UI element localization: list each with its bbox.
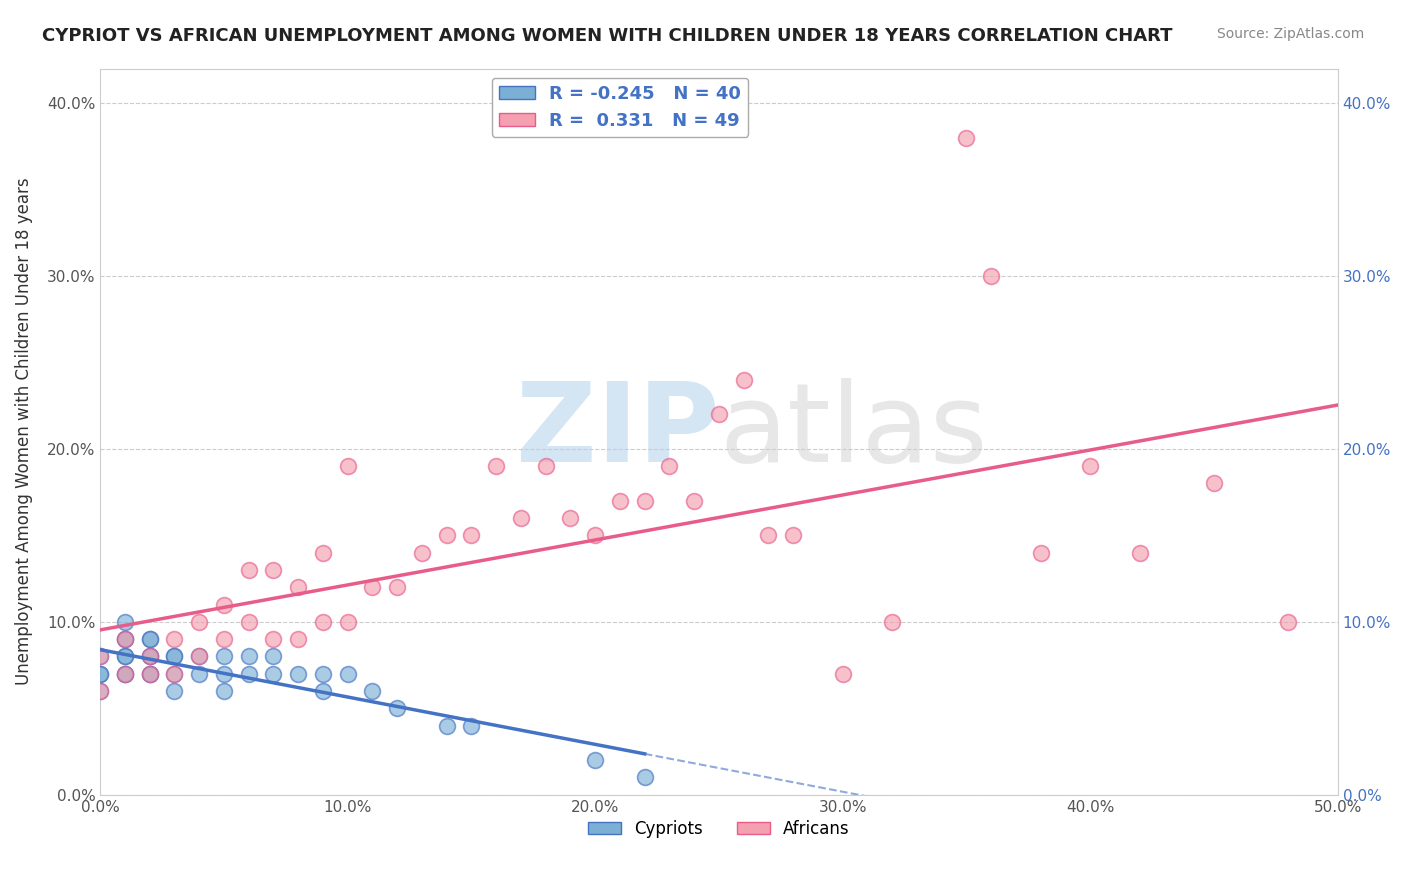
Point — [139, 632, 162, 646]
Point — [114, 666, 136, 681]
Point — [782, 528, 804, 542]
Point — [980, 268, 1002, 283]
Legend: Cypriots, Africans: Cypriots, Africans — [581, 814, 856, 845]
Point — [188, 649, 211, 664]
Point — [707, 407, 730, 421]
Point — [387, 580, 409, 594]
Point — [1129, 546, 1152, 560]
Point — [139, 649, 162, 664]
Point — [312, 615, 335, 629]
Point — [485, 459, 508, 474]
Point — [212, 684, 235, 698]
Point — [1078, 459, 1101, 474]
Point — [361, 580, 384, 594]
Point — [510, 511, 533, 525]
Point — [163, 632, 186, 646]
Point — [336, 666, 359, 681]
Point — [89, 666, 111, 681]
Point — [263, 632, 285, 646]
Point — [460, 528, 482, 542]
Point — [139, 649, 162, 664]
Point — [163, 649, 186, 664]
Point — [336, 615, 359, 629]
Point — [263, 649, 285, 664]
Point — [1029, 546, 1052, 560]
Point — [114, 649, 136, 664]
Point — [139, 666, 162, 681]
Point — [312, 666, 335, 681]
Point — [238, 563, 260, 577]
Y-axis label: Unemployment Among Women with Children Under 18 years: Unemployment Among Women with Children U… — [15, 178, 32, 685]
Point — [1202, 476, 1225, 491]
Point — [361, 684, 384, 698]
Point — [287, 666, 309, 681]
Point — [534, 459, 557, 474]
Point — [163, 666, 186, 681]
Point — [683, 493, 706, 508]
Text: Source: ZipAtlas.com: Source: ZipAtlas.com — [1216, 27, 1364, 41]
Point — [114, 632, 136, 646]
Point — [634, 771, 657, 785]
Text: atlas: atlas — [718, 378, 987, 485]
Point — [733, 373, 755, 387]
Point — [1277, 615, 1299, 629]
Point — [163, 666, 186, 681]
Point — [583, 528, 606, 542]
Point — [114, 615, 136, 629]
Point — [634, 493, 657, 508]
Point — [212, 598, 235, 612]
Point — [114, 632, 136, 646]
Point — [163, 684, 186, 698]
Point — [312, 546, 335, 560]
Point — [212, 649, 235, 664]
Point — [139, 649, 162, 664]
Point — [312, 684, 335, 698]
Point — [287, 580, 309, 594]
Point — [436, 718, 458, 732]
Point — [955, 130, 977, 145]
Point — [238, 615, 260, 629]
Point — [188, 649, 211, 664]
Point — [238, 666, 260, 681]
Point — [238, 649, 260, 664]
Point — [560, 511, 582, 525]
Point — [89, 684, 111, 698]
Point — [758, 528, 780, 542]
Point — [263, 563, 285, 577]
Point — [114, 666, 136, 681]
Point — [609, 493, 631, 508]
Point — [263, 666, 285, 681]
Point — [212, 666, 235, 681]
Point — [336, 459, 359, 474]
Point — [460, 718, 482, 732]
Point — [882, 615, 904, 629]
Point — [139, 666, 162, 681]
Point — [89, 649, 111, 664]
Point — [658, 459, 681, 474]
Text: ZIP: ZIP — [516, 378, 718, 485]
Point — [188, 666, 211, 681]
Point — [89, 649, 111, 664]
Point — [387, 701, 409, 715]
Point — [831, 666, 853, 681]
Point — [139, 632, 162, 646]
Point — [188, 615, 211, 629]
Point — [89, 684, 111, 698]
Point — [436, 528, 458, 542]
Point — [583, 753, 606, 767]
Point — [114, 649, 136, 664]
Point — [163, 649, 186, 664]
Point — [411, 546, 433, 560]
Point — [89, 666, 111, 681]
Text: CYPRIOT VS AFRICAN UNEMPLOYMENT AMONG WOMEN WITH CHILDREN UNDER 18 YEARS CORRELA: CYPRIOT VS AFRICAN UNEMPLOYMENT AMONG WO… — [42, 27, 1173, 45]
Point — [139, 666, 162, 681]
Point — [212, 632, 235, 646]
Point — [287, 632, 309, 646]
Point — [114, 666, 136, 681]
Point — [114, 632, 136, 646]
